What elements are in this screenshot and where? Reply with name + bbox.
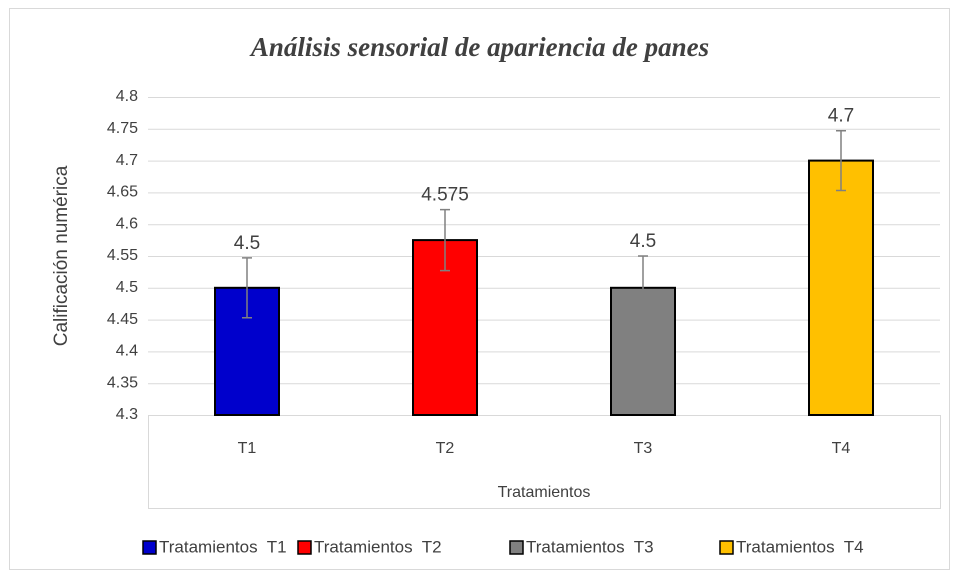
y-tick-label: 4.65 bbox=[107, 184, 138, 201]
legend-swatch bbox=[142, 540, 157, 555]
x-tick-label: T1 bbox=[238, 440, 257, 457]
legend-label: Tratamientos T3 bbox=[526, 537, 654, 556]
x-tick-label: T2 bbox=[436, 440, 455, 457]
data-label: 4.5 bbox=[234, 233, 260, 254]
data-label: 4.5 bbox=[630, 231, 656, 252]
category-axis-box bbox=[148, 415, 941, 509]
chart-border bbox=[9, 8, 950, 570]
chart-title: Análisis sensorial de apariencia de pane… bbox=[249, 32, 709, 62]
y-tick-label: 4.8 bbox=[116, 88, 138, 105]
data-label: 4.575 bbox=[421, 185, 469, 206]
legend-swatch bbox=[509, 540, 524, 555]
y-tick-label: 4.45 bbox=[107, 311, 138, 328]
y-tick-label: 4.6 bbox=[116, 215, 138, 232]
error-bar bbox=[836, 129, 846, 192]
y-tick-label: 4.55 bbox=[107, 247, 138, 264]
bar bbox=[808, 159, 874, 416]
legend-swatch bbox=[719, 540, 734, 555]
y-tick-label: 4.7 bbox=[116, 152, 138, 169]
legend-label: Tratamientos T1 bbox=[159, 537, 287, 556]
legend-label: Tratamientos T4 bbox=[736, 537, 864, 556]
y-tick-label: 4.5 bbox=[116, 279, 138, 296]
y-tick-label: 4.3 bbox=[116, 406, 138, 423]
data-label: 4.7 bbox=[828, 106, 854, 127]
error-bar bbox=[440, 208, 450, 272]
legend-swatch bbox=[297, 540, 312, 555]
y-tick-label: 4.4 bbox=[116, 343, 138, 360]
x-axis-label: Tratamientos bbox=[498, 484, 591, 501]
y-axis-label: Calificación numérica bbox=[51, 165, 72, 346]
error-bar bbox=[638, 255, 648, 321]
x-tick-label: T4 bbox=[832, 440, 851, 457]
error-bar bbox=[242, 257, 252, 319]
y-tick-label: 4.35 bbox=[107, 374, 138, 391]
legend-label: Tratamientos T2 bbox=[314, 537, 442, 556]
x-tick-label: T3 bbox=[634, 440, 653, 457]
y-tick-label: 4.75 bbox=[107, 120, 138, 137]
